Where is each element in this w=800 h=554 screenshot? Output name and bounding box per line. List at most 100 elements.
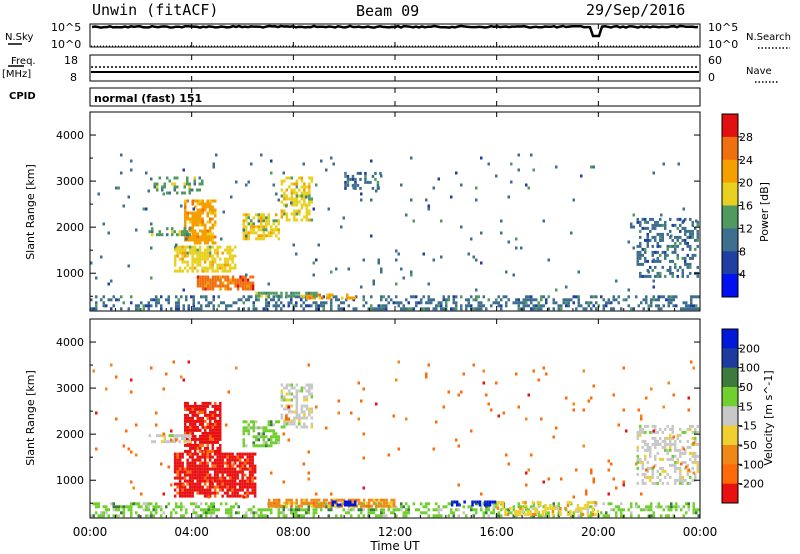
- heatmap-cell: [355, 295, 358, 299]
- heatmap-cell: [181, 269, 184, 273]
- heatmap-cell: [665, 298, 668, 302]
- heatmap-cell: [191, 214, 194, 218]
- heatmap-cell: [219, 425, 222, 429]
- colorbar-segment: [722, 387, 738, 407]
- heatmap-cell: [636, 253, 639, 257]
- heatmap-cell: [183, 437, 186, 441]
- heatmap-cell: [186, 443, 189, 447]
- heatmap-cell: [270, 228, 273, 232]
- heatmap-cell: [207, 505, 210, 509]
- heatmap-cell: [517, 505, 520, 509]
- heatmap-cell: [157, 301, 160, 305]
- heatmap-cell: [290, 504, 293, 508]
- heatmap-cell: [305, 203, 309, 207]
- heatmap-cell: [679, 433, 682, 437]
- heatmap-cell: [201, 464, 204, 468]
- heatmap-cell: [326, 296, 329, 300]
- heatmap-cell: [214, 214, 217, 218]
- heatmap-cell: [201, 431, 204, 435]
- heatmap-cell: [228, 263, 232, 267]
- heatmap-cell: [208, 488, 212, 492]
- heatmap-cell: [242, 231, 245, 235]
- heatmap-cell: [203, 458, 207, 462]
- heatmap-cell: [674, 223, 677, 227]
- heatmap-cell: [194, 235, 197, 239]
- heatmap-cell: [303, 386, 306, 390]
- heatmap-cell: [214, 401, 217, 405]
- heatmap-cell: [659, 436, 662, 440]
- heatmap-cell: [332, 295, 335, 299]
- heatmap-cell: [102, 505, 105, 509]
- heatmap-cell: [530, 295, 533, 299]
- heatmap-cell: [198, 251, 202, 255]
- heatmap-cell: [110, 307, 113, 311]
- heatmap-cell: [295, 401, 299, 405]
- heatmap-cell: [617, 295, 620, 299]
- heatmap-cell: [652, 429, 655, 433]
- heatmap-cell: [267, 504, 271, 508]
- heatmap-cell: [198, 176, 201, 180]
- heatmap-cell: [290, 404, 294, 408]
- heatmap-cell: [475, 511, 478, 515]
- heatmap-cell: [664, 427, 667, 431]
- heatmap-cell: [195, 505, 198, 509]
- heatmap-cell: [340, 504, 343, 508]
- heatmap-cell: [252, 420, 255, 424]
- heatmap-cell: [236, 494, 239, 498]
- heatmap-cell: [214, 425, 217, 429]
- heatmap-cell: [686, 445, 689, 449]
- heatmap-cell: [181, 437, 184, 441]
- heatmap-cell: [689, 457, 692, 461]
- heatmap-cell: [487, 162, 490, 166]
- heatmap-cell: [674, 460, 677, 464]
- heatmap-cell: [298, 389, 301, 393]
- heatmap-cell: [242, 225, 245, 229]
- heatmap-cell: [224, 284, 227, 288]
- heatmap-cell: [671, 274, 674, 278]
- heatmap-cell: [664, 274, 667, 278]
- colorbar-tick-label: 15: [739, 400, 753, 413]
- heatmap-cell: [205, 304, 208, 308]
- heatmap-cell: [201, 476, 204, 480]
- heatmap-cell: [178, 269, 182, 273]
- heatmap-cell: [290, 182, 294, 186]
- heatmap-cell: [517, 168, 520, 172]
- heatmap-cell: [350, 514, 353, 518]
- heatmap-cell: [372, 307, 375, 311]
- heatmap-cell: [308, 197, 311, 201]
- heatmap-cell: [217, 508, 220, 512]
- heatmap-cell: [180, 375, 183, 379]
- heatmap-cell: [300, 404, 304, 408]
- heatmap-cell: [194, 404, 197, 408]
- heatmap-cell: [277, 498, 281, 502]
- heatmap-cell: [370, 307, 373, 311]
- heatmap-cell: [295, 301, 298, 305]
- heatmap-cell: [206, 431, 209, 435]
- heatmap-cell: [330, 270, 333, 274]
- heatmap-cell: [651, 442, 654, 446]
- heatmap-cell: [330, 307, 333, 311]
- heatmap-cell: [654, 259, 657, 263]
- heatmap-cell: [233, 470, 237, 474]
- heatmap-cell: [656, 220, 659, 224]
- heatmap-cell: [246, 482, 249, 486]
- heatmap-cell: [187, 360, 190, 364]
- heatmap-cell: [181, 461, 184, 465]
- heatmap-cell: [659, 235, 662, 239]
- heatmap-cell: [300, 386, 304, 390]
- freq-top-tick: 18: [64, 54, 78, 67]
- heatmap-cell: [231, 458, 234, 462]
- heatmap-cell: [204, 235, 207, 239]
- heatmap-cell: [201, 425, 204, 429]
- mhz-label: [MHz]: [2, 69, 31, 80]
- heatmap-cell: [248, 470, 252, 474]
- heatmap-cell: [160, 462, 163, 466]
- heatmap-cell: [260, 435, 263, 439]
- heatmap-cell: [226, 467, 229, 471]
- heatmap-cell: [175, 511, 178, 515]
- heatmap-cell: [253, 482, 257, 486]
- heatmap-cell: [288, 422, 291, 426]
- heatmap-cell: [308, 407, 311, 411]
- heatmap-cell: [293, 410, 296, 414]
- heatmap-cell: [349, 177, 352, 181]
